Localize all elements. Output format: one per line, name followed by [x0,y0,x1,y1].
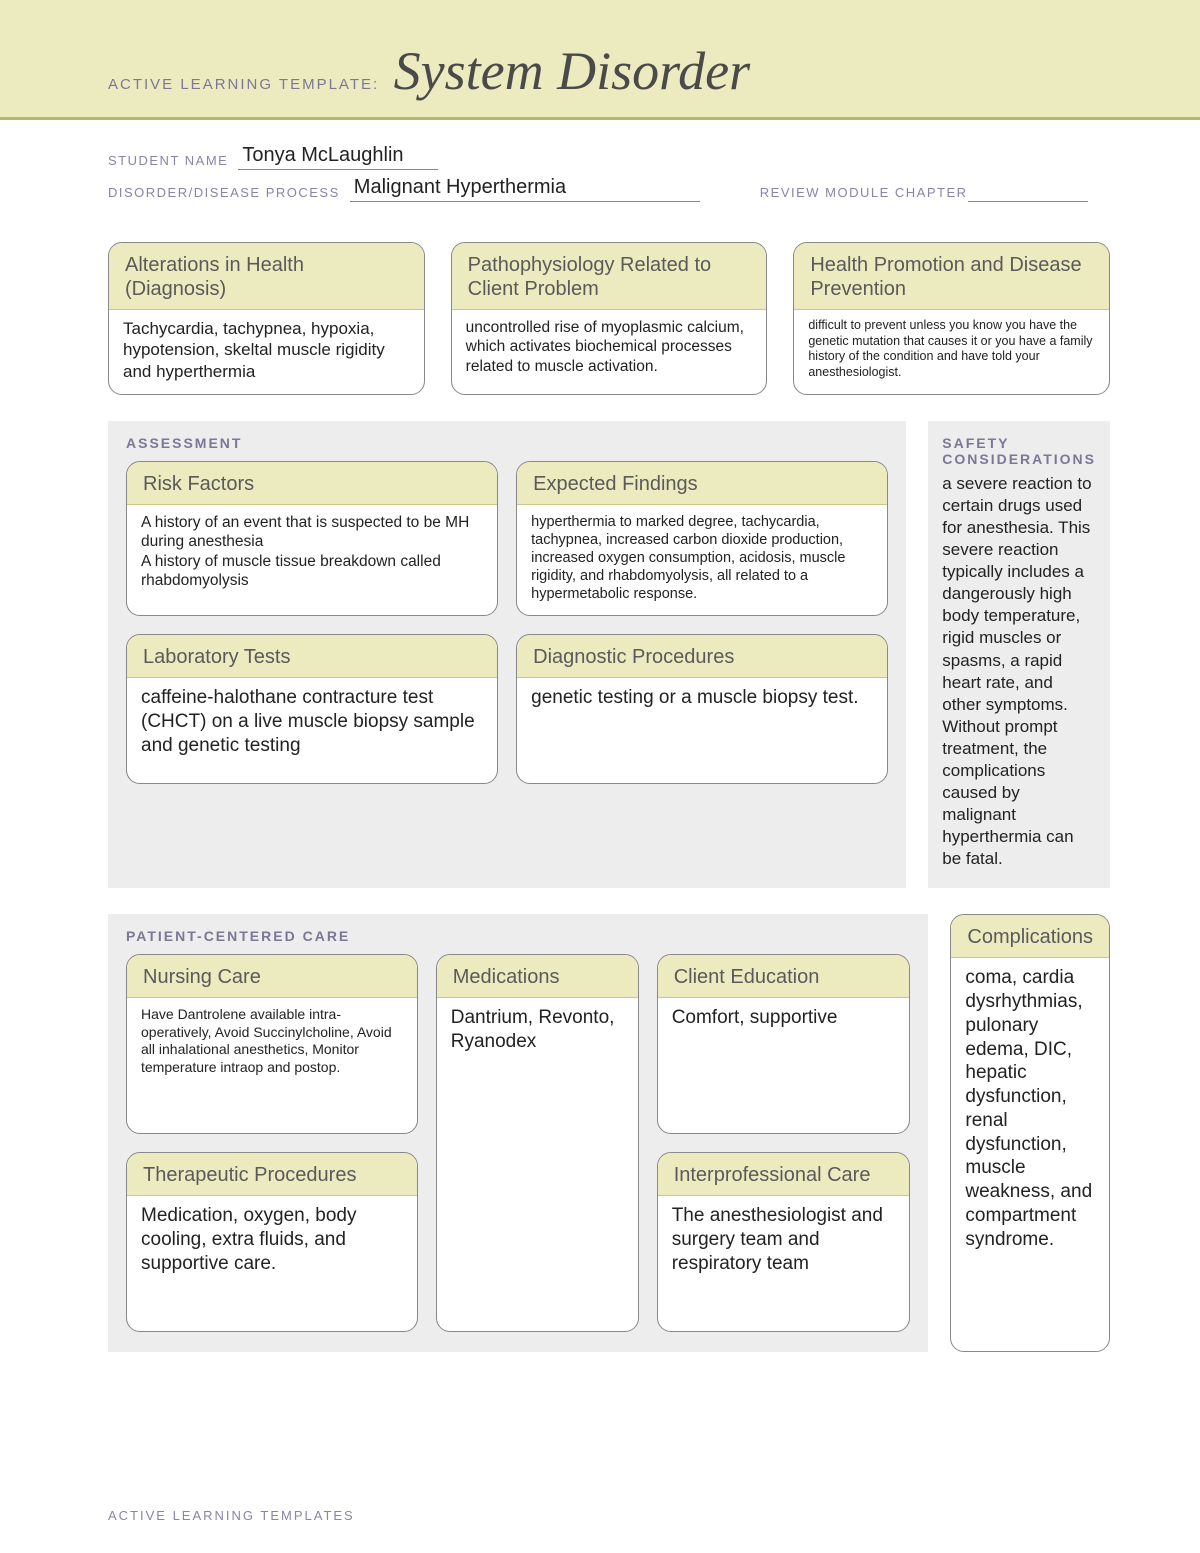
page-content: STUDENT NAME Tonya McLaughlin DISORDER/D… [0,120,1200,1352]
meds-title: Medications [437,955,638,998]
risk-title: Risk Factors [127,462,497,505]
complications-card: Complications coma, cardia dysrhythmias,… [950,914,1110,1352]
assessment-section: ASSESSMENT Risk Factors A history of an … [108,421,906,889]
labs-card: Laboratory Tests caffeine-halothane cont… [126,634,498,784]
banner-title: System Disorder [394,41,750,101]
safety-label: SAFETY CONSIDERATIONS [942,435,1096,467]
assessment-label: ASSESSMENT [126,435,888,451]
nursing-title: Nursing Care [127,955,417,998]
pathophys-title: Pathophysiology Related to Client Proble… [452,243,767,310]
labs-title: Laboratory Tests [127,635,497,678]
risk-body: A history of an event that is suspected … [127,505,497,616]
alterations-card: Alterations in Health (Diagnosis) Tachyc… [108,242,425,395]
complications-col: Complications coma, cardia dysrhythmias,… [950,914,1110,1352]
risk-card: Risk Factors A history of an event that … [126,461,498,617]
edu-title: Client Education [658,955,910,998]
therapeutic-card: Therapeutic Procedures Medication, oxyge… [126,1152,418,1332]
labs-body: caffeine-halothane contracture test (CHC… [127,678,497,783]
banner-underline [0,117,1200,120]
promotion-title: Health Promotion and Disease Prevention [794,243,1109,310]
low-row: PATIENT-CENTERED CARE Nursing Care Have … [108,914,1110,1352]
findings-body: hyperthermia to marked degree, tachycard… [517,505,887,616]
pcc-label: PATIENT-CENTERED CARE [126,928,910,944]
safety-body: a severe reaction to certain drugs used … [942,473,1096,871]
meds-body: Dantrium, Revonto, Ryanodex [437,998,638,1331]
diag-body: genetic testing or a muscle biopsy test. [517,678,887,783]
therapeutic-title: Therapeutic Procedures [127,1153,417,1196]
complications-title: Complications [951,915,1109,958]
therapeutic-body: Medication, oxygen, body cooling, extra … [127,1196,417,1331]
student-value: Tonya McLaughlin [238,144,438,170]
edu-body: Comfort, supportive [658,998,910,1133]
disorder-label: DISORDER/DISEASE PROCESS [108,185,340,202]
findings-title: Expected Findings [517,462,887,505]
student-label: STUDENT NAME [108,153,228,170]
pathophys-body: uncontrolled rise of myoplasmic calcium,… [452,310,767,394]
disorder-value: Malignant Hyperthermia [350,176,700,202]
footer: ACTIVE LEARNING TEMPLATES [108,1508,355,1523]
inter-body: The anesthesiologist and surgery team an… [658,1196,910,1331]
diag-card: Diagnostic Procedures genetic testing or… [516,634,888,784]
alterations-body: Tachycardia, tachypnea, hypoxia, hypoten… [109,310,424,394]
nursing-body: Have Dantrolene available intra-operativ… [127,998,417,1133]
nursing-card: Nursing Care Have Dantrolene available i… [126,954,418,1134]
edu-card: Client Education Comfort, supportive [657,954,911,1134]
inter-card: Interprofessional Care The anesthesiolog… [657,1152,911,1332]
meds-card: Medications Dantrium, Revonto, Ryanodex [436,954,639,1332]
diag-title: Diagnostic Procedures [517,635,887,678]
findings-card: Expected Findings hyperthermia to marked… [516,461,888,617]
mid-row: ASSESSMENT Risk Factors A history of an … [108,421,1110,889]
banner: ACTIVE LEARNING TEMPLATE: System Disorde… [0,0,1200,120]
banner-prefix: ACTIVE LEARNING TEMPLATE: [108,76,379,93]
review-value [968,199,1088,202]
disorder-row: DISORDER/DISEASE PROCESS Malignant Hyper… [108,176,1110,202]
pcc-section: PATIENT-CENTERED CARE Nursing Care Have … [108,914,928,1352]
promotion-body: difficult to prevent unless you know you… [794,310,1109,394]
top-row: Alterations in Health (Diagnosis) Tachyc… [108,242,1110,395]
review-label: REVIEW MODULE CHAPTER [760,185,968,202]
safety-section: SAFETY CONSIDERATIONS a severe reaction … [928,421,1110,889]
complications-body: coma, cardia dysrhythmias, pulonary edem… [951,958,1109,1351]
assessment-grid: Risk Factors A history of an event that … [126,461,888,785]
pcc-grid: Nursing Care Have Dantrolene available i… [126,954,910,1332]
student-row: STUDENT NAME Tonya McLaughlin [108,144,1110,170]
inter-title: Interprofessional Care [658,1153,910,1196]
alterations-title: Alterations in Health (Diagnosis) [109,243,424,310]
pathophys-card: Pathophysiology Related to Client Proble… [451,242,768,395]
promotion-card: Health Promotion and Disease Prevention … [793,242,1110,395]
